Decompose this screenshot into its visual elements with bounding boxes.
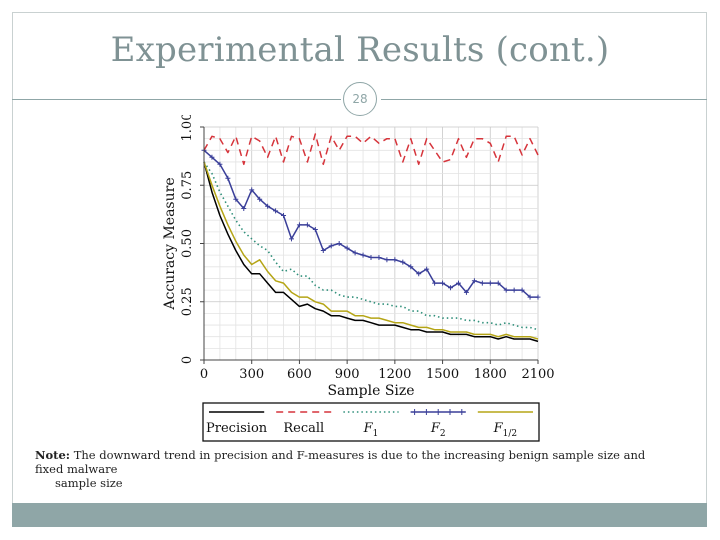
legend-box: [202, 402, 540, 442]
data-point-f-2: [424, 266, 430, 272]
data-point-f-2: [344, 245, 350, 251]
data-point-f-2: [432, 280, 438, 286]
legend-label-f-2: F2: [430, 421, 446, 439]
note-lead: Note:: [35, 448, 71, 462]
data-point-f-2: [376, 254, 382, 260]
data-point-f-2: [281, 213, 287, 219]
y-tick-label: 0.75: [180, 171, 195, 200]
data-point-f-2: [448, 285, 454, 291]
data-point-f-2: [408, 264, 414, 270]
accuracy-chart: 0 300 600 900 1200 1500 1800 2100 0 0.25 0.50 0.75 1…: [162, 115, 555, 442]
data-point-f-2: [209, 154, 215, 160]
data-point-f-2: [392, 257, 398, 263]
data-point-f-2: [511, 287, 517, 293]
data-point-f-2: [217, 161, 223, 167]
x-axis-title: Sample Size: [327, 383, 414, 399]
footer-bar: [12, 503, 707, 527]
data-point-f-2: [241, 206, 247, 212]
data-point-f-2: [249, 187, 255, 193]
data-point-f-2: [336, 241, 342, 246]
legend-label-f-1: F1: [363, 421, 379, 439]
data-point-f-2: [384, 257, 390, 263]
note-line-1: The downward trend in precision and F-me…: [35, 448, 646, 476]
x-tick-label: 2100: [521, 367, 554, 382]
data-point-f-2: [296, 222, 302, 228]
data-point-f-2: [487, 280, 493, 286]
data-point-f-2: [265, 203, 271, 209]
data-point-f-2: [360, 252, 366, 258]
data-point-f-2: [527, 294, 533, 300]
series-group: [201, 133, 541, 343]
data-point-f-2: [503, 287, 509, 293]
series-line-f-1-2: [203, 161, 539, 340]
data-point-f-2: [233, 196, 239, 202]
data-point-f-2: [225, 175, 231, 181]
data-point-f-2: [471, 278, 477, 284]
data-point-f-2: [455, 280, 461, 286]
x-tick-label: 1200: [378, 367, 411, 382]
note-line-2: sample size: [55, 476, 123, 490]
y-tick-label: 0.25: [180, 287, 195, 316]
x-tick-label: 300: [239, 367, 264, 382]
slide-number-badge: 28: [343, 82, 377, 116]
data-point-f-2: [368, 254, 374, 260]
data-point-f-2: [519, 287, 525, 293]
grid-lines: [203, 126, 539, 361]
axes: 0 300 600 900 1200 1500 1800 2100 0 0.25 0.50 0.75 1…: [162, 115, 555, 399]
data-point-f-2: [479, 280, 485, 286]
x-tick-label: 0: [200, 367, 208, 382]
x-tick-label: 1800: [474, 367, 507, 382]
note-text: Note: The downward trend in precision an…: [35, 448, 675, 490]
data-point-f-2: [288, 236, 294, 242]
data-point-f-2: [320, 247, 326, 253]
data-point-f-2: [495, 280, 501, 286]
legend-label-recall: Recall: [283, 421, 324, 436]
data-point-f-2: [273, 208, 279, 214]
data-point-f-2: [312, 227, 318, 233]
slide-title: Experimental Results (cont.): [110, 30, 610, 70]
series-line-f-1: [203, 161, 539, 331]
data-point-f-2: [328, 243, 334, 249]
y-tick-label: 0: [180, 356, 195, 364]
data-point-f-2: [416, 271, 422, 277]
legend-label-precision: Precision: [206, 421, 268, 436]
x-tick-label: 900: [335, 367, 360, 382]
data-point-f-2: [352, 250, 358, 256]
x-tick-label: 600: [287, 367, 312, 382]
data-point-f-2: [304, 222, 310, 228]
legend-label-f-1-2: F1/2: [493, 421, 518, 439]
y-axis-title: Accuracy Measure: [162, 177, 178, 310]
legend: Precision Recall F1 F2 F1/2: [202, 402, 540, 442]
data-point-f-2: [535, 294, 541, 300]
series-line-f-2: [203, 149, 538, 298]
y-tick-label: 0.50: [180, 229, 195, 258]
title-divider-left: [12, 99, 341, 100]
data-point-f-2: [463, 289, 469, 295]
series-line-precision: [203, 161, 539, 343]
x-tick-label: 1500: [426, 367, 459, 382]
data-point-f-2: [400, 259, 406, 265]
title-divider-right: [381, 99, 707, 100]
series-line-recall: [203, 133, 539, 166]
y-tick-label: 1.00: [180, 115, 195, 141]
data-point-f-2: [440, 280, 446, 286]
data-point-f-2: [257, 196, 263, 202]
